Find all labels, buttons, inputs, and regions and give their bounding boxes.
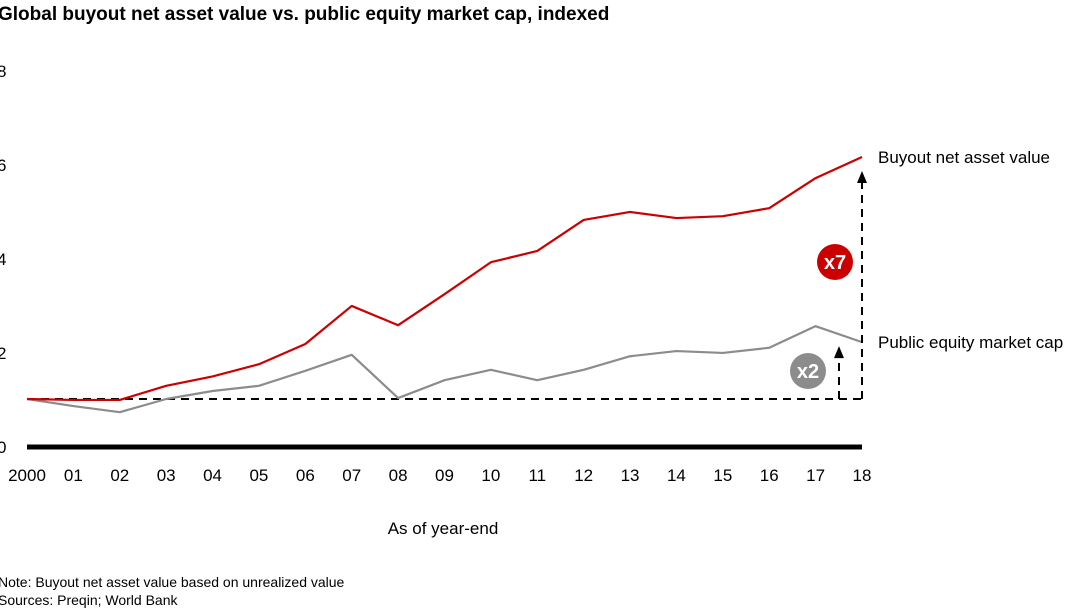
- sources-line: Sources: Preqin; World Bank: [0, 592, 178, 608]
- arrowhead-icon: [834, 346, 844, 359]
- x-tick-label: 06: [296, 466, 315, 485]
- x-tick-label: 03: [157, 466, 176, 485]
- x-tick-label: 12: [574, 466, 593, 485]
- note-line: Note: Buyout net asset value based on un…: [0, 574, 345, 590]
- x-tick-label: 2000: [8, 466, 46, 485]
- series-label: Buyout net asset value: [878, 148, 1050, 167]
- multiplier-badge: [790, 353, 826, 389]
- multiplier-badge-text: x2: [797, 361, 819, 383]
- x-tick-label: 11: [528, 466, 546, 485]
- series-line-0: [26, 155, 863, 402]
- x-tick-label: 01: [64, 466, 83, 485]
- multiplier-badge-text: x7: [824, 252, 846, 274]
- x-tick-label: 17: [806, 466, 825, 485]
- x-tick-label: 13: [621, 466, 640, 485]
- x-tick-label: 10: [481, 466, 500, 485]
- arrowhead-icon: [857, 170, 867, 183]
- x-tick-label: 05: [249, 466, 268, 485]
- x-tick-label: 07: [342, 466, 361, 485]
- y-tick-label: 4: [0, 250, 6, 269]
- x-tick-label: 04: [203, 466, 222, 485]
- y-tick-label: 8: [0, 62, 6, 81]
- y-tick-label: 2: [0, 344, 6, 363]
- series-line-1: [26, 325, 863, 414]
- multiplier-badge: [817, 244, 853, 280]
- x-tick-label: 08: [389, 466, 408, 485]
- x-tick-label: 09: [435, 466, 454, 485]
- series-label: Public equity market cap: [878, 333, 1063, 352]
- y-tick-label: 0: [0, 438, 6, 457]
- y-tick-label: 6: [0, 156, 6, 175]
- x-tick-label: 16: [760, 466, 779, 485]
- x-tick-label: 14: [667, 466, 686, 485]
- x-axis-label: As of year-end: [388, 519, 499, 538]
- x-tick-label: 15: [713, 466, 732, 485]
- x-tick-label: 02: [110, 466, 129, 485]
- chart-title: Global buyout net asset value vs. public…: [0, 4, 609, 25]
- x-tick-label: 18: [853, 466, 872, 485]
